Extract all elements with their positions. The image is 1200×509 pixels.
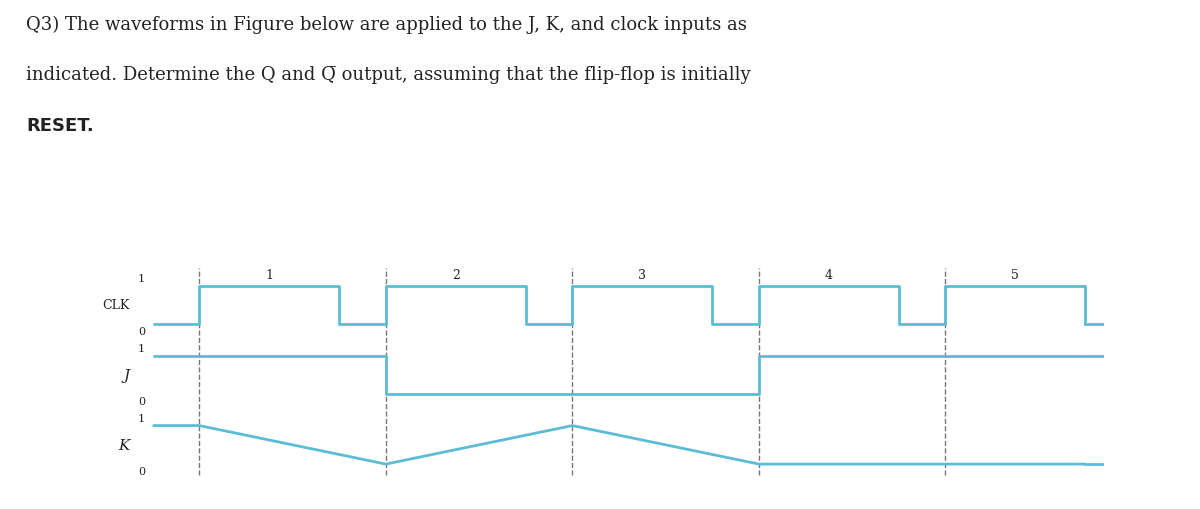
Text: 4: 4 bbox=[824, 269, 833, 282]
Text: CLK: CLK bbox=[102, 299, 130, 312]
Text: 0: 0 bbox=[138, 466, 145, 476]
Text: 0: 0 bbox=[138, 326, 145, 336]
Text: 0: 0 bbox=[138, 397, 145, 406]
Text: 2: 2 bbox=[452, 269, 460, 282]
Text: 1: 1 bbox=[138, 344, 145, 354]
Text: K: K bbox=[118, 438, 130, 452]
Text: 1: 1 bbox=[138, 414, 145, 423]
Text: RESET.: RESET. bbox=[26, 117, 94, 135]
Text: Q3) The waveforms in Figure below are applied to the J, K, and clock inputs as: Q3) The waveforms in Figure below are ap… bbox=[26, 15, 748, 34]
Text: 1: 1 bbox=[138, 274, 145, 284]
Text: 5: 5 bbox=[1012, 269, 1019, 282]
Text: 3: 3 bbox=[638, 269, 647, 282]
Text: J: J bbox=[124, 368, 130, 382]
Text: indicated. Determine the Q and Q̅ output, assuming that the flip-flop is initial: indicated. Determine the Q and Q̅ output… bbox=[26, 66, 751, 84]
Text: 1: 1 bbox=[265, 269, 274, 282]
